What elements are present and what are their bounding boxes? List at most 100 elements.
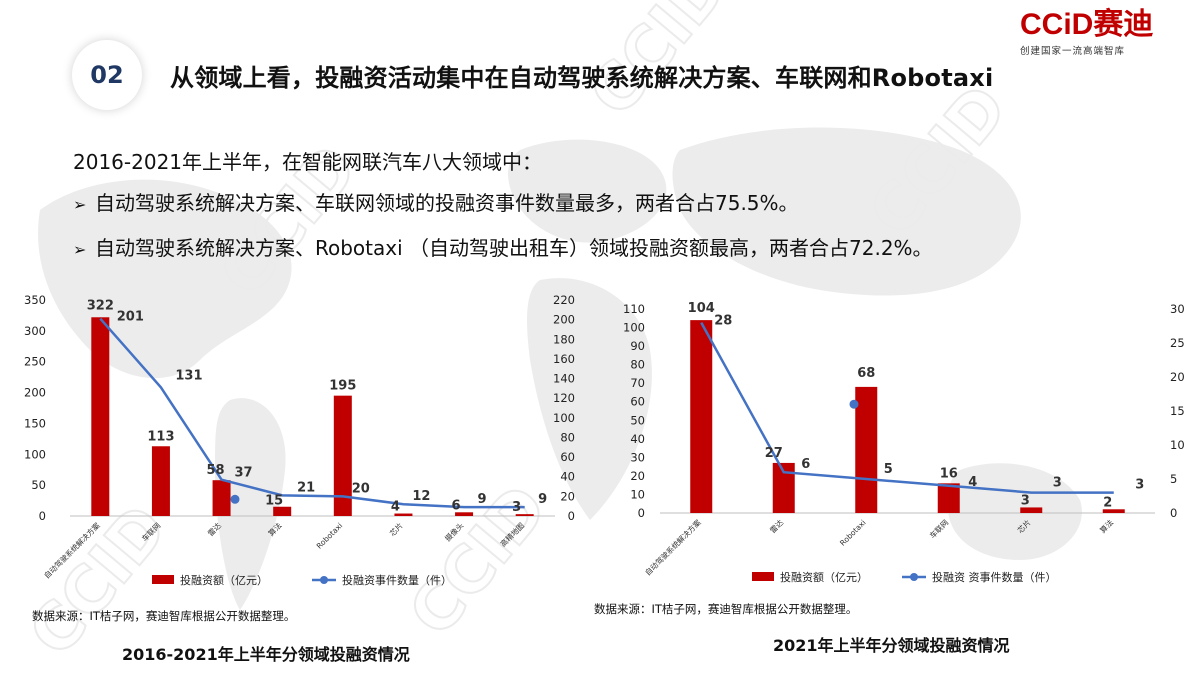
y-left-tick-label: 60 bbox=[630, 395, 645, 409]
y-right-tick-label: 15 bbox=[1170, 404, 1185, 418]
y-right-tick-label: 20 bbox=[1170, 370, 1185, 384]
line-value-label: 37 bbox=[235, 466, 253, 481]
legend-bar-swatch bbox=[152, 575, 174, 584]
summary-bullet-1-text: 自动驾驶系统解决方案、车联网领域的投融资事件数量最多，两者合占75.5%。 bbox=[95, 191, 799, 215]
bar bbox=[91, 317, 110, 516]
bar bbox=[1102, 509, 1125, 513]
stray-line-marker bbox=[849, 399, 859, 409]
y-left-tick-label: 100 bbox=[24, 447, 46, 461]
line-value-label: 3 bbox=[1053, 476, 1062, 491]
y-left-tick-label: 30 bbox=[630, 450, 645, 464]
y-left-tick-label: 250 bbox=[24, 355, 46, 369]
y-left-tick-label: 0 bbox=[39, 509, 46, 523]
line-value-label: 5 bbox=[884, 462, 893, 477]
y-right-tick-label: 140 bbox=[553, 372, 575, 386]
bar-value-label: 4 bbox=[391, 500, 400, 515]
bar bbox=[937, 483, 960, 513]
y-right-tick-label: 80 bbox=[560, 430, 575, 444]
bar-value-label: 3 bbox=[512, 500, 521, 515]
y-left-tick-label: 10 bbox=[630, 487, 645, 501]
legend-line-marker bbox=[910, 573, 918, 581]
page-title: 从领域上看，投融资活动集中在自动驾驶系统解决方案、车联网和Robotaxi bbox=[170, 64, 994, 92]
y-right-tick-label: 160 bbox=[553, 352, 575, 366]
y-left-tick-label: 110 bbox=[623, 302, 645, 316]
line-value-label: 20 bbox=[352, 481, 370, 496]
chart-left-2016-2021: 0 50 100 150 200 250 300 350 0 20 40 60 80 100 120 140 1… bbox=[24, 293, 575, 587]
ccid-logo: CCiD赛迪 创建国家一流高端智库 bbox=[1020, 8, 1180, 57]
y-right-tick-label: 40 bbox=[560, 470, 575, 484]
y-left-tick-label: 50 bbox=[31, 478, 46, 492]
summary-bullet-2-text: 自动驾驶系统解决方案、Robotaxi （自动驾驶出租车）领域投融资额最高，两者… bbox=[95, 236, 933, 260]
left-data-source: 数据来源：IT桔子网，赛迪智库根据公开数据整理。 bbox=[32, 609, 296, 623]
summary-bullet-2: ➢ 自动驾驶系统解决方案、Robotaxi （自动驾驶出租车）领域投融资额最高，两… bbox=[73, 232, 933, 261]
legend-bar-label: 投融资额（亿元） bbox=[180, 573, 268, 587]
legend-line-marker bbox=[320, 576, 328, 584]
bar bbox=[772, 462, 795, 513]
line-value-label: 6 bbox=[801, 457, 810, 472]
bar bbox=[333, 395, 352, 516]
y-right-tick-label: 100 bbox=[553, 411, 575, 425]
stray-line-marker bbox=[230, 494, 240, 504]
line-value-label: 4 bbox=[968, 475, 977, 490]
bar-value-label: 6 bbox=[452, 498, 461, 513]
legend-bar-label: 投融资额（亿元） bbox=[780, 570, 868, 584]
x-category-label: 自动驾驶系统解决方案 bbox=[42, 520, 102, 580]
bar bbox=[151, 446, 170, 516]
summary-intro: 2016-2021年上半年，在智能网联汽车八大领域中： bbox=[73, 150, 543, 174]
bar-value-label: 113 bbox=[147, 429, 174, 444]
legend-line-label: 投融资 资事件数量（件） bbox=[932, 570, 1057, 584]
right-chart-caption: 2021年上半年分领域投融资情况 bbox=[773, 636, 1010, 655]
y-left-tick-label: 80 bbox=[630, 358, 645, 372]
y-left-tick-label: 90 bbox=[630, 339, 645, 353]
y-left-tick-label: 20 bbox=[630, 469, 645, 483]
y-right-tick-label: 0 bbox=[568, 509, 575, 523]
y-left-tick-label: 150 bbox=[24, 416, 46, 430]
y-left-tick-label: 0 bbox=[638, 506, 645, 520]
arrow-bullet-icon: ➢ bbox=[73, 195, 87, 214]
bar bbox=[455, 512, 474, 516]
bar-value-label: 15 bbox=[265, 494, 283, 509]
x-category-label: 车联网 bbox=[139, 520, 162, 543]
arrow-bullet-icon: ➢ bbox=[73, 240, 87, 259]
bar-value-label: 2 bbox=[1103, 495, 1112, 510]
y-right-tick-label: 25 bbox=[1170, 336, 1185, 350]
bar-value-label: 68 bbox=[857, 366, 875, 381]
bar bbox=[690, 320, 713, 513]
x-category-label: 自动驾驶系统解决方案 bbox=[643, 517, 703, 577]
x-category-label: 雷达 bbox=[767, 517, 785, 535]
y-right-tick-label: 5 bbox=[1170, 472, 1177, 486]
line-value-label: 9 bbox=[538, 492, 547, 507]
x-category-label: 芯片 bbox=[1015, 517, 1033, 535]
bar-value-label: 322 bbox=[87, 298, 114, 313]
x-category-label: 雷达 bbox=[205, 520, 223, 538]
bar bbox=[394, 513, 413, 516]
y-left-tick-label: 100 bbox=[623, 321, 645, 335]
y-left-tick-label: 200 bbox=[24, 386, 46, 400]
y-left-tick-label: 70 bbox=[630, 376, 645, 390]
x-category-label: 车联网 bbox=[927, 517, 950, 540]
y-left-tick-label: 300 bbox=[24, 324, 46, 338]
bar-value-label: 195 bbox=[329, 379, 356, 394]
y-left-tick-label: 40 bbox=[630, 432, 645, 446]
y-right-tick-label: 0 bbox=[1170, 506, 1177, 520]
y-left-tick-label: 50 bbox=[630, 413, 645, 427]
bar-value-label: 27 bbox=[765, 446, 783, 461]
series-line bbox=[700, 321, 1114, 494]
y-right-tick-label: 20 bbox=[560, 489, 575, 503]
y-right-tick-label: 10 bbox=[1170, 438, 1185, 452]
x-category-label: 高精地图 bbox=[498, 520, 526, 548]
series-line bbox=[99, 317, 525, 509]
bar-value-label: 16 bbox=[940, 466, 958, 481]
line-value-label: 131 bbox=[175, 368, 202, 383]
section-number-badge: 02 bbox=[72, 40, 142, 110]
line-value-label: 201 bbox=[117, 310, 144, 325]
right-data-source: 数据来源：IT桔子网，赛迪智库根据公开数据整理。 bbox=[594, 602, 858, 616]
line-value-label: 12 bbox=[412, 489, 430, 504]
y-left-tick-label: 350 bbox=[24, 293, 46, 307]
y-right-tick-label: 120 bbox=[553, 391, 575, 405]
bar bbox=[212, 480, 231, 516]
logo-tagline: 创建国家一流高端智库 bbox=[1020, 46, 1126, 57]
y-right-tick-label: 180 bbox=[553, 332, 575, 346]
line-value-label: 3 bbox=[1135, 478, 1144, 493]
